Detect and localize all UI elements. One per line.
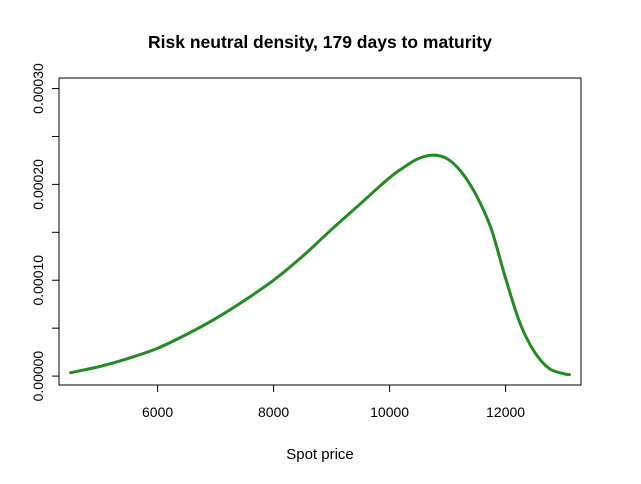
x-tick-label: 10000 [370,404,409,420]
x-tick-label: 8000 [258,404,289,420]
plot-lines [69,153,571,377]
x-tick-label: 12000 [486,404,525,420]
chart-title: Risk neutral density, 179 days to maturi… [148,32,492,52]
y-tick-label: 0.00020 [30,159,46,210]
y-tick-label: 0.00010 [30,255,46,306]
y-tick-label: 0.00000 [30,351,46,402]
x-axis-title: Spot price [286,446,354,463]
plot-area-box [58,77,582,386]
x-tick-label: 6000 [142,404,173,420]
x-axis: 6000 8000 10000 12000 [142,384,525,420]
y-tick-label: 0.00030 [30,63,46,114]
y-axis: 0.00000 0.00010 0.00020 0.00030 [30,63,60,402]
density-line [69,153,571,377]
